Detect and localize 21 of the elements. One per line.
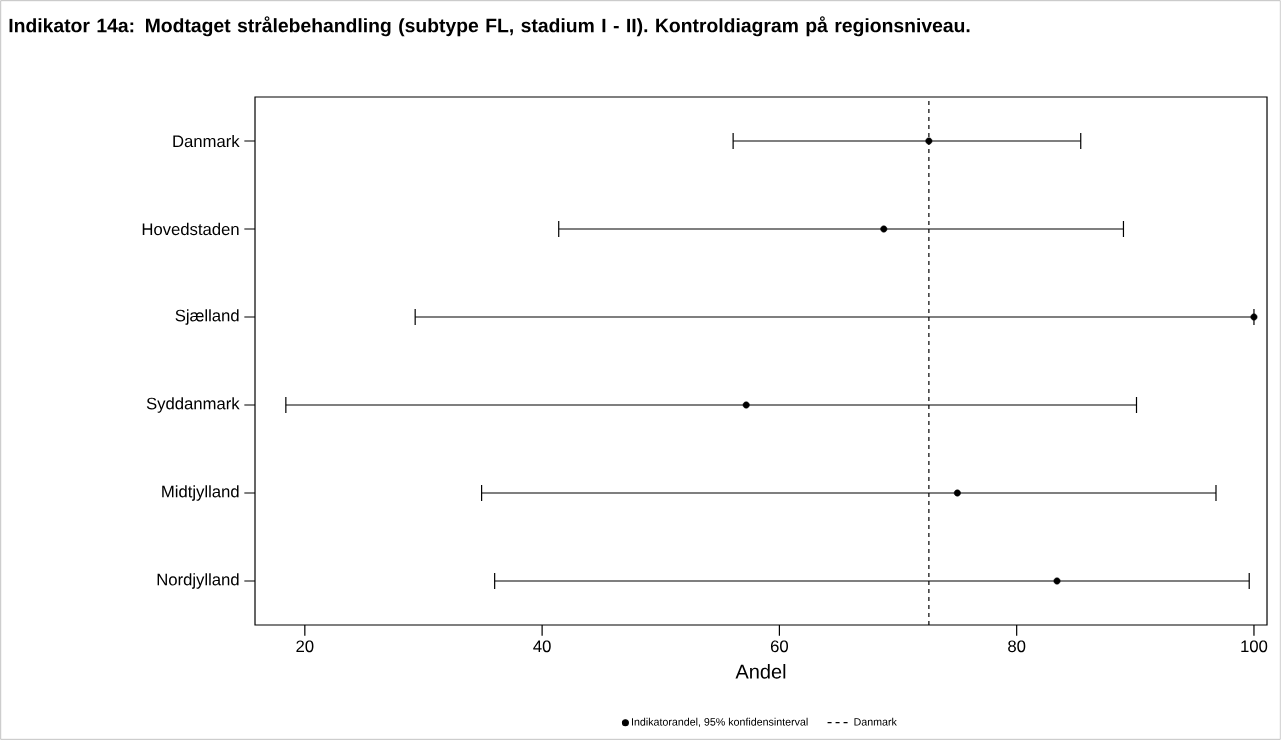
point bbox=[1053, 577, 1061, 585]
y-tick-label: Danmark bbox=[173, 134, 240, 148]
legend-label: Danmark bbox=[854, 717, 897, 726]
x-axis-title: Andel bbox=[735, 664, 786, 679]
y-tick-label: Hovedstaden bbox=[142, 222, 239, 236]
x-tick-label: 40 bbox=[533, 640, 551, 653]
point bbox=[742, 401, 750, 409]
y-tick-label: Midtjylland bbox=[162, 485, 239, 501]
y-tick-label: Sjælland bbox=[175, 309, 239, 325]
point bbox=[880, 225, 888, 233]
y-tick-label: Nordjylland bbox=[157, 573, 239, 589]
legend-label: Indikatorandel, 95% konfidensinterval bbox=[631, 717, 808, 727]
point bbox=[1250, 313, 1258, 321]
x-tick-label: 80 bbox=[1008, 640, 1026, 653]
y-tick-label: Syddanmark bbox=[146, 397, 240, 413]
chart-title: Indikator 14a: Modtaget strålebehandling (subtype FL, stadium I - II). Kontroldiagram på regionsniveau. bbox=[9, 16, 970, 37]
x-tick-label: 100 bbox=[1241, 640, 1268, 653]
x-tick-label: 60 bbox=[770, 640, 789, 653]
x-tick-label: 20 bbox=[296, 640, 314, 653]
point bbox=[925, 137, 933, 145]
point bbox=[953, 489, 961, 497]
